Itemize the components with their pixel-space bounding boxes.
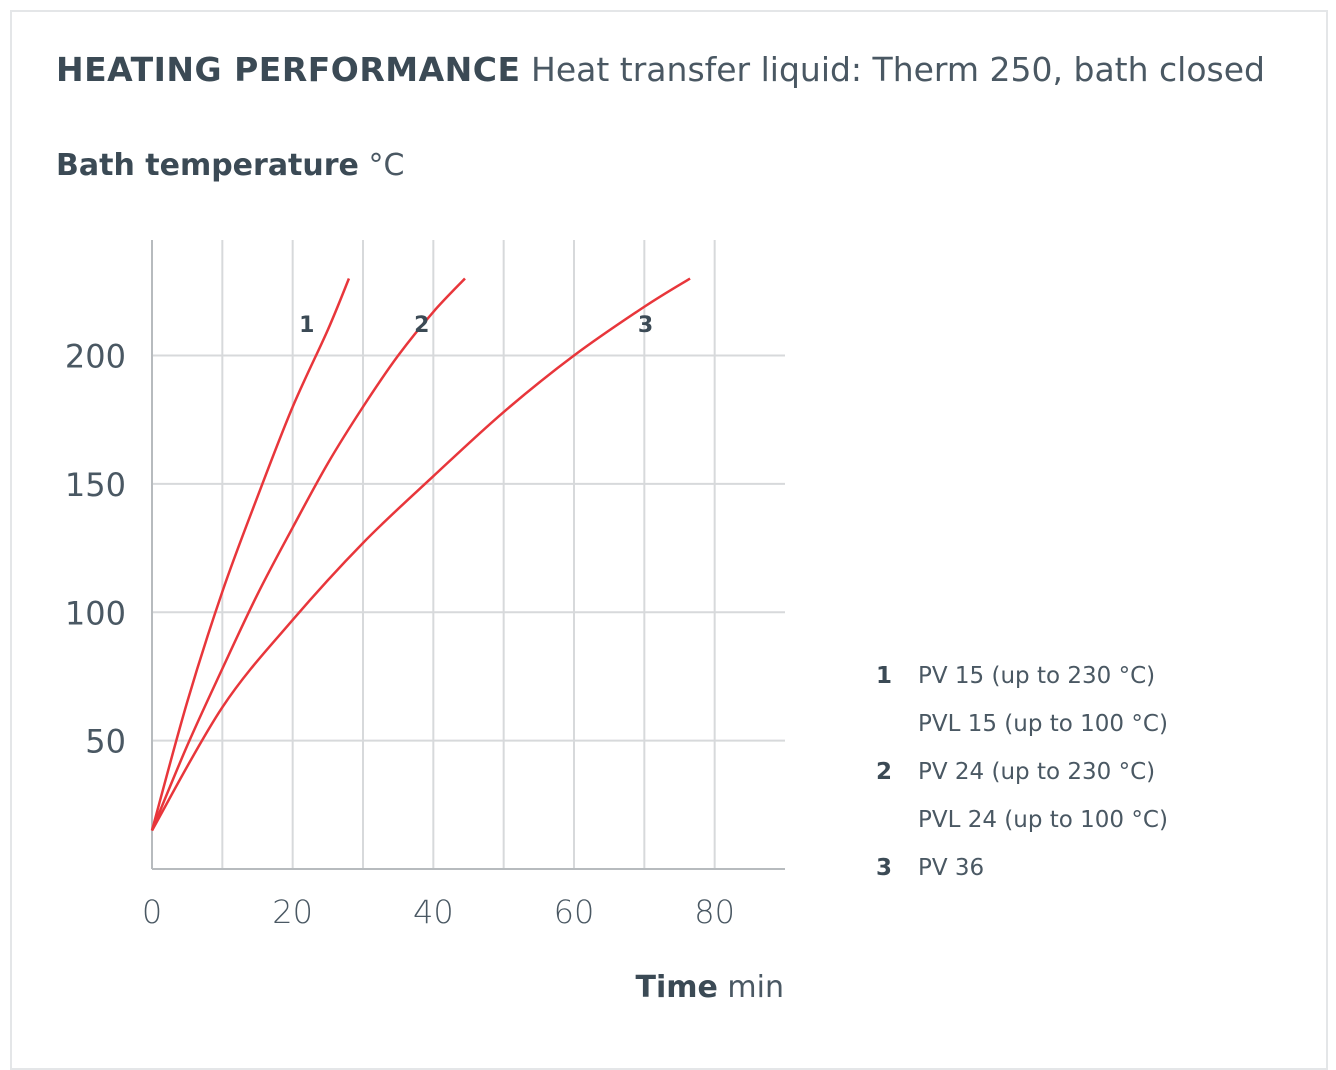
legend-text: PV 36 <box>918 855 984 881</box>
legend-number: 2 <box>876 759 918 785</box>
legend-item: PVL 15 (up to 100 °C) <box>876 700 1168 748</box>
legend-text: PV 15 (up to 230 °C) <box>918 663 1155 689</box>
axes <box>152 240 785 869</box>
legend-number: 3 <box>876 855 918 881</box>
x-tick-label: 60 <box>554 893 595 931</box>
series-label-2: 2 <box>414 313 429 338</box>
legend-number: 1 <box>876 663 918 689</box>
x-tick-label: 0 <box>142 893 162 931</box>
legend: 1 PV 15 (up to 230 °C) PVL 15 (up to 100… <box>876 652 1168 892</box>
y-tick-label: 200 <box>65 338 126 376</box>
legend-item: 2 PV 24 (up to 230 °C) <box>876 748 1168 796</box>
tick-labels: 0 20 40 60 80 50 100 150 200 <box>65 338 735 931</box>
legend-item: 3 PV 36 <box>876 844 1168 892</box>
curve-labels: 1 2 3 <box>299 313 653 338</box>
series-label-1: 1 <box>299 313 314 338</box>
x-tick-label: 20 <box>272 893 313 931</box>
series-line-1 <box>152 279 349 831</box>
curves <box>152 279 690 831</box>
legend-text: PVL 24 (up to 100 °C) <box>918 807 1168 833</box>
y-tick-label: 50 <box>85 723 126 761</box>
x-axis-label-name: Time <box>636 970 718 1005</box>
series-line-3 <box>152 279 690 831</box>
legend-item: 1 PV 15 (up to 230 °C) <box>876 652 1168 700</box>
legend-text: PV 24 (up to 230 °C) <box>918 759 1155 785</box>
grid <box>152 240 785 869</box>
x-axis-label-unit: min <box>727 970 784 1005</box>
y-tick-label: 100 <box>65 594 126 632</box>
legend-item: PVL 24 (up to 100 °C) <box>876 796 1168 844</box>
x-tick-label: 80 <box>694 893 735 931</box>
series-label-3: 3 <box>638 313 653 338</box>
legend-text: PVL 15 (up to 100 °C) <box>918 711 1168 737</box>
x-tick-label: 40 <box>413 893 454 931</box>
y-tick-label: 150 <box>65 466 126 504</box>
x-axis-label: Time min <box>636 970 784 1005</box>
